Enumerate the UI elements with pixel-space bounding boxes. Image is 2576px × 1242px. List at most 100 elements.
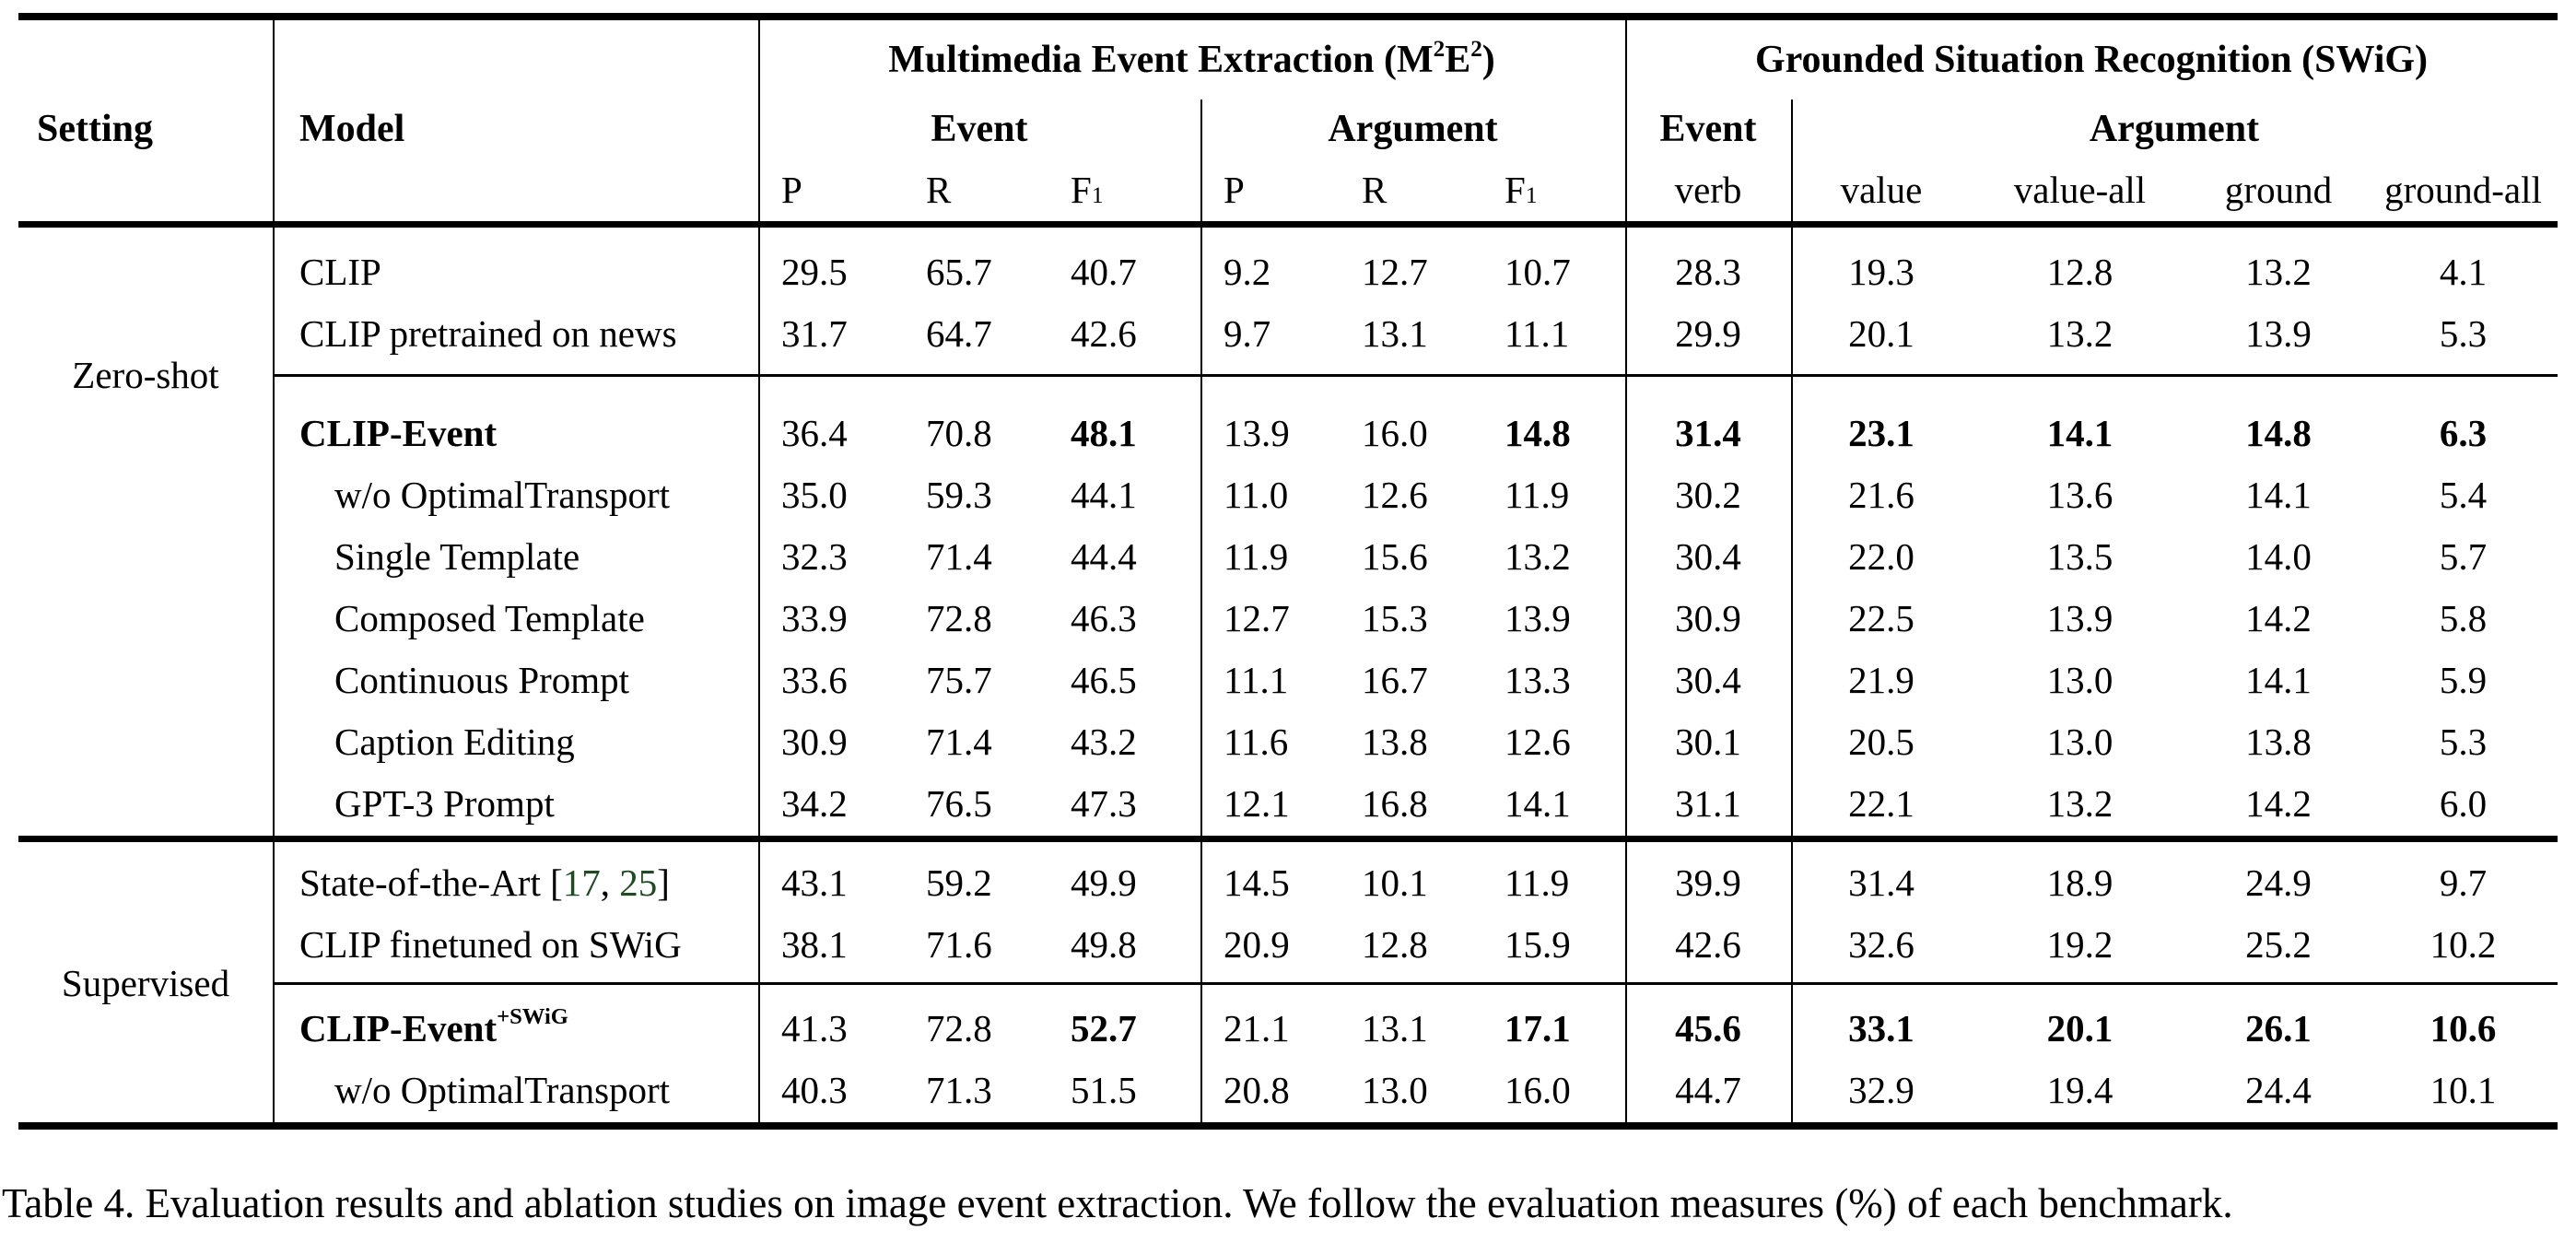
header-group-swig: Grounded Situation Recognition (SWiG) bbox=[1625, 20, 2558, 100]
value-cell: 5.3 bbox=[2439, 311, 2488, 355]
text-segment: Multimedia Event Extraction (M bbox=[888, 39, 1434, 81]
header-group-mee: Multimedia Event Extraction (M 2 E 2) bbox=[888, 36, 1495, 81]
value-cell: 71.3 bbox=[926, 1068, 992, 1111]
header-mee-argument: Argument bbox=[1328, 108, 1498, 150]
divider-setting-model bbox=[273, 20, 275, 1122]
header-swig-argument: Argument bbox=[2089, 108, 2260, 150]
model-cell: CLIP finetuned on SWiG bbox=[273, 913, 758, 975]
text-segment: CLIP-Event bbox=[299, 1006, 498, 1049]
value-cell: 14.1 bbox=[2245, 473, 2312, 516]
value-cell: 71.4 bbox=[926, 720, 992, 763]
value-cell: 11.0 bbox=[1224, 473, 1289, 516]
value-cell: 5.7 bbox=[2439, 534, 2488, 578]
metric-r-event: R bbox=[903, 158, 1048, 221]
text-segment: Continuous Prompt bbox=[334, 658, 630, 701]
header-spacer bbox=[273, 20, 758, 100]
model-cell: w/o OptimalTransport bbox=[273, 1059, 758, 1120]
value-cell: 40.7 bbox=[1071, 250, 1137, 293]
value-cell: 49.9 bbox=[1071, 861, 1137, 904]
value-cell: 14.8 bbox=[1505, 411, 1571, 454]
setting-cell bbox=[18, 1059, 273, 1120]
value-cell: 42.6 bbox=[1071, 311, 1137, 355]
value-cell: 43.1 bbox=[781, 861, 848, 904]
value-cell: 9.7 bbox=[2439, 861, 2488, 904]
model-cell: w/o OptimalTransport bbox=[273, 463, 758, 525]
setting-cell bbox=[18, 402, 273, 463]
value-cell: 14.1 bbox=[2245, 658, 2312, 701]
text-segment: GPT-3 Prompt bbox=[334, 781, 555, 825]
value-cell: 9.2 bbox=[1224, 250, 1271, 293]
citation-link[interactable]: 17 bbox=[562, 861, 601, 904]
value-cell: 21.9 bbox=[1848, 658, 1914, 701]
table-row: Caption Editing 30.9 71.4 43.2 11.6 13.8 12.6 3… bbox=[18, 710, 2558, 772]
value-cell: 44.1 bbox=[1071, 473, 1137, 516]
divider-mee-swig bbox=[1625, 20, 1627, 1122]
value-cell: 10.1 bbox=[2430, 1068, 2497, 1111]
value-cell: 16.7 bbox=[1362, 658, 1428, 701]
text-segment: P bbox=[781, 169, 802, 211]
model-cell: CLIP pretrained on news bbox=[273, 302, 758, 364]
value-cell: 32.9 bbox=[1848, 1068, 1914, 1111]
value-cell: 15.3 bbox=[1362, 596, 1428, 639]
value-cell: 14.2 bbox=[2245, 596, 2312, 639]
metric-r-argument: R bbox=[1339, 158, 1481, 221]
table-caption: Table 4. Evaluation results and ablation… bbox=[2, 1180, 2233, 1226]
section-label-zero-shot: Zero-shot bbox=[72, 354, 219, 396]
setting-cell bbox=[18, 525, 273, 587]
value-cell: 33.1 bbox=[1848, 1006, 1914, 1049]
value-cell: 12.8 bbox=[1362, 922, 1428, 966]
text-segment: CLIP finetuned on SWiG bbox=[299, 922, 682, 966]
value-cell: 13.0 bbox=[2046, 658, 2113, 701]
value-cell: 13.6 bbox=[2046, 473, 2113, 516]
value-cell: 30.4 bbox=[1675, 658, 1741, 701]
metric-verb: verb bbox=[1674, 169, 1742, 211]
metric-value-all: value-all bbox=[2013, 169, 2147, 211]
value-cell: 14.1 bbox=[1505, 781, 1571, 825]
value-cell: 20.8 bbox=[1224, 1068, 1290, 1111]
value-cell: 6.0 bbox=[2439, 781, 2488, 825]
value-cell: 10.6 bbox=[2430, 1006, 2497, 1049]
value-cell: 20.1 bbox=[1848, 311, 1914, 355]
rule-section-divider bbox=[18, 836, 2558, 842]
value-cell: 32.6 bbox=[1848, 922, 1914, 966]
table-row: CLIP finetuned on SWiG 38.1 71.6 49.8 20.9 12… bbox=[18, 913, 2558, 975]
value-cell: 5.4 bbox=[2439, 473, 2488, 516]
text-segment: w/o OptimalTransport bbox=[334, 473, 671, 516]
text-segment: Caption Editing bbox=[334, 720, 575, 763]
citation-link[interactable]: 25 bbox=[619, 861, 658, 904]
value-cell: 30.9 bbox=[1675, 596, 1741, 639]
table-row: CLIP pretrained on news 31.7 64.7 42.6 9.7 13… bbox=[18, 302, 2558, 364]
value-cell: 64.7 bbox=[926, 311, 992, 355]
value-cell: 72.8 bbox=[926, 596, 992, 639]
setting-cell bbox=[18, 772, 273, 834]
value-cell: 14.5 bbox=[1224, 861, 1290, 904]
value-cell: 12.8 bbox=[2046, 250, 2113, 293]
model-cell: State-of-the-Art [17, 25] bbox=[273, 851, 758, 913]
value-cell: 11.6 bbox=[1224, 720, 1289, 763]
value-cell: 11.1 bbox=[1224, 658, 1289, 701]
value-cell: 23.1 bbox=[1848, 411, 1914, 454]
divider-model-mee bbox=[758, 20, 760, 1122]
text-segment: w/o OptimalTransport bbox=[334, 1068, 671, 1111]
value-cell: 38.1 bbox=[781, 922, 848, 966]
setting-cell bbox=[18, 240, 273, 302]
value-cell: 65.7 bbox=[926, 250, 992, 293]
header-spacer bbox=[18, 158, 273, 221]
value-cell: 5.8 bbox=[2439, 596, 2488, 639]
text-segment: E bbox=[1445, 39, 1471, 81]
model-cell: Single Template bbox=[273, 525, 758, 587]
value-cell: 14.2 bbox=[2245, 781, 2312, 825]
value-cell: 13.0 bbox=[2046, 720, 2113, 763]
value-cell: 31.4 bbox=[1848, 861, 1914, 904]
value-cell: 11.9 bbox=[1505, 473, 1570, 516]
value-cell: 12.7 bbox=[1362, 250, 1428, 293]
table-row: GPT-3 Prompt 34.2 76.5 47.3 12.1 16.8 14.1 31.1… bbox=[18, 772, 2558, 834]
setting-cell bbox=[18, 851, 273, 913]
rule-top bbox=[18, 13, 2558, 20]
setting-cell bbox=[18, 587, 273, 649]
value-cell: 13.3 bbox=[1505, 658, 1571, 701]
table-row: CLIP 29.5 65.7 40.7 9.2 12.7 10.7 28.3 19.3 12.8 1… bbox=[18, 240, 2558, 302]
section-label-supervised: Supervised bbox=[61, 962, 230, 1004]
value-cell: 41.3 bbox=[781, 1006, 848, 1049]
